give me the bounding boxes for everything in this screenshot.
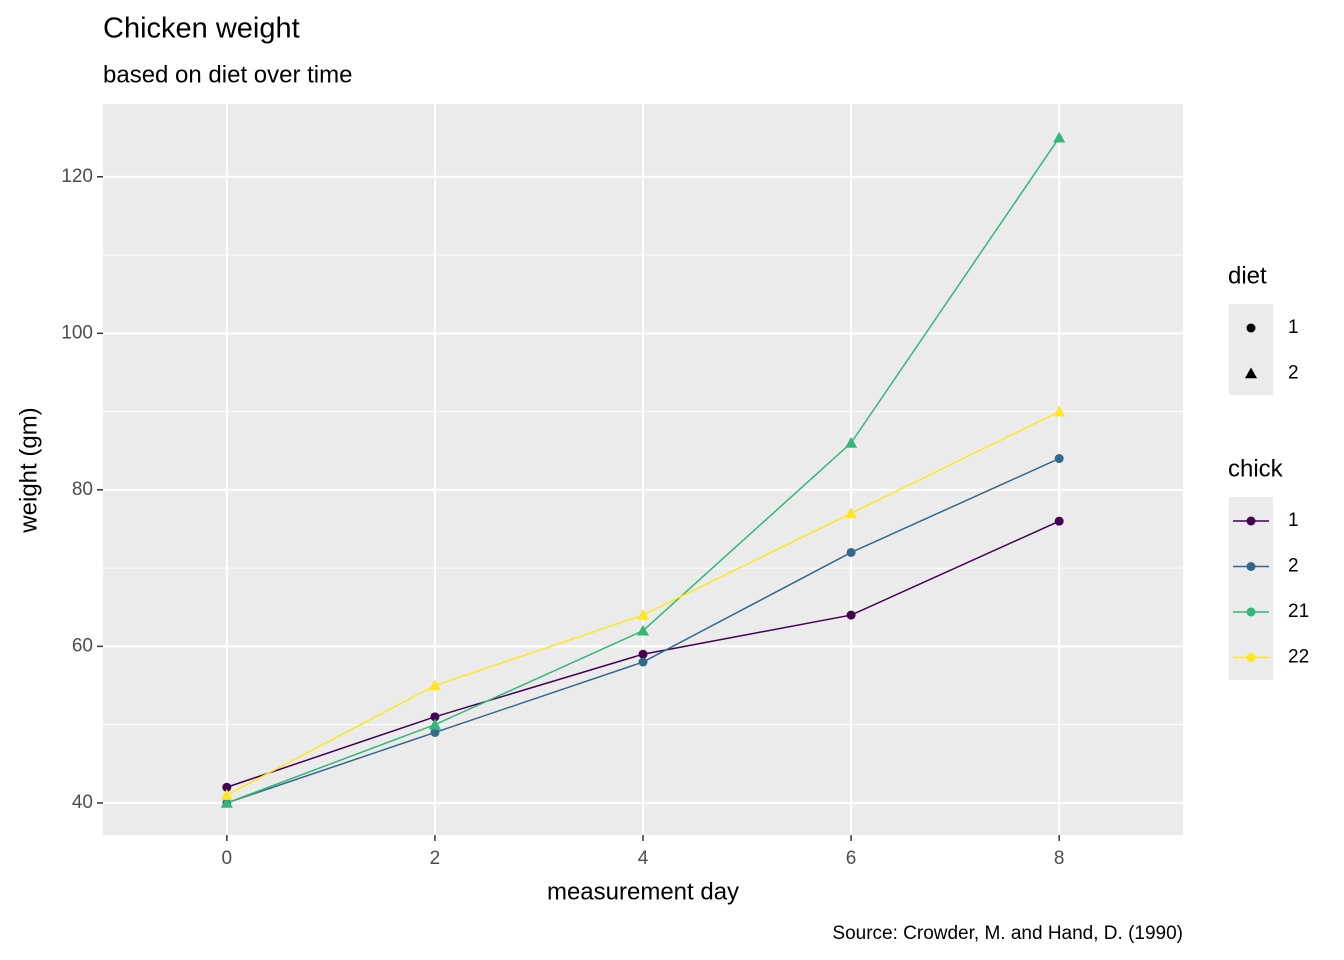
x-tick-label: 6 bbox=[846, 848, 857, 869]
y-tick-label: 40 bbox=[72, 792, 93, 813]
legend-point bbox=[1246, 562, 1256, 571]
legend-key-bg bbox=[1229, 304, 1273, 395]
legend-label: 2 bbox=[1288, 363, 1299, 384]
legend-point bbox=[1246, 653, 1256, 662]
legend-point bbox=[1246, 607, 1256, 617]
point bbox=[845, 507, 858, 519]
point bbox=[1246, 323, 1256, 333]
legend-label: 2 bbox=[1288, 556, 1299, 577]
point bbox=[845, 436, 858, 448]
point bbox=[637, 609, 649, 620]
chart-subtitle: based on diet over time bbox=[103, 61, 352, 88]
point bbox=[846, 547, 856, 557]
chart-title: Chicken weight bbox=[103, 13, 300, 45]
point bbox=[430, 712, 440, 722]
point bbox=[430, 727, 440, 737]
y-tick-label: 120 bbox=[61, 166, 93, 187]
point bbox=[1245, 367, 1257, 379]
grid bbox=[103, 104, 1183, 835]
point bbox=[1053, 405, 1066, 417]
y-axis-title: weight (gm) bbox=[15, 407, 42, 533]
point bbox=[1053, 131, 1066, 143]
legend-label: 21 bbox=[1288, 601, 1309, 622]
x-tick-label: 0 bbox=[222, 848, 233, 869]
point bbox=[428, 679, 441, 691]
x-tick-label: 4 bbox=[638, 848, 649, 869]
point bbox=[637, 624, 649, 636]
point bbox=[638, 657, 648, 667]
legend-point bbox=[1246, 516, 1256, 526]
legend-title: diet bbox=[1228, 262, 1267, 289]
y-tick-label: 60 bbox=[72, 635, 93, 656]
point bbox=[1054, 516, 1064, 526]
caption: Source: Crowder, M. and Hand, D. (1990) bbox=[832, 923, 1183, 944]
legend-label: 1 bbox=[1288, 317, 1299, 338]
point bbox=[220, 796, 233, 808]
legend-label: 22 bbox=[1288, 647, 1309, 668]
legend-key-bg bbox=[1229, 497, 1273, 680]
y-tick-label: 80 bbox=[72, 479, 93, 500]
point bbox=[1054, 454, 1064, 464]
x-tick-label: 8 bbox=[1054, 848, 1065, 869]
x-tick-label: 2 bbox=[430, 848, 441, 869]
x-axis-title: measurement day bbox=[547, 878, 739, 905]
legend-title: chick bbox=[1228, 455, 1284, 482]
y-tick-label: 100 bbox=[61, 322, 93, 343]
point bbox=[846, 610, 856, 620]
legend-label: 1 bbox=[1288, 510, 1299, 531]
point bbox=[638, 649, 648, 659]
point bbox=[428, 718, 441, 730]
point bbox=[222, 782, 232, 792]
point bbox=[220, 789, 233, 800]
